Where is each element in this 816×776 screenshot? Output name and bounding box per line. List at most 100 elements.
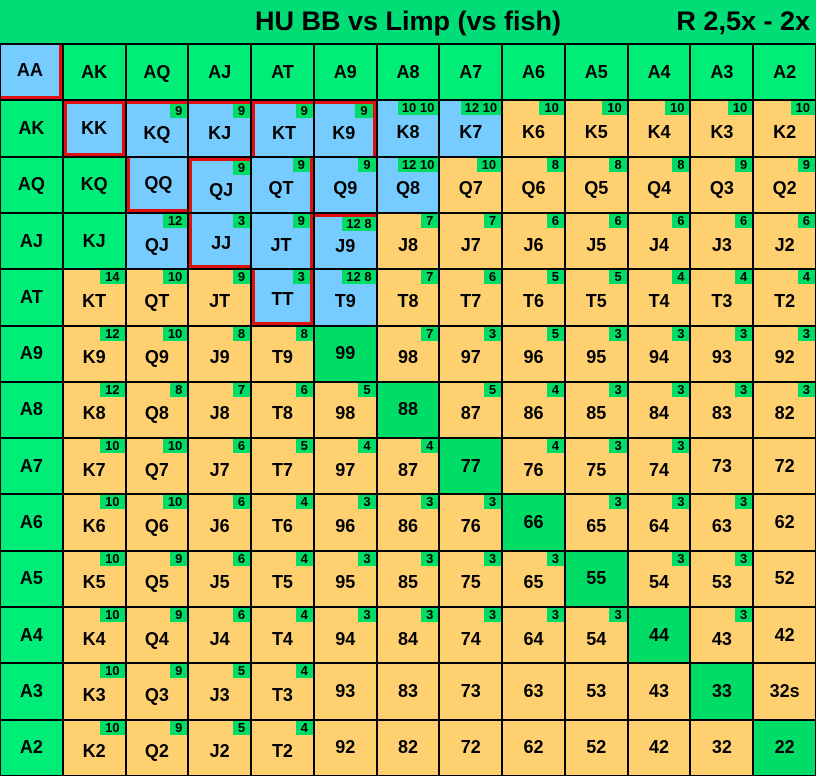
- combo-count-badge: 9: [797, 157, 815, 172]
- hand-cell-66: 66: [503, 495, 564, 550]
- hand-cell-65: 65 3: [565, 495, 627, 550]
- hand-cell-64: 64 3: [628, 495, 690, 550]
- hand-label: 75: [586, 459, 607, 480]
- hand-label: 94: [335, 628, 356, 649]
- hand-cell-99: 99: [314, 326, 376, 381]
- hand-label: KK: [81, 117, 108, 138]
- hand-cell-k8: K8 10 10: [377, 101, 439, 156]
- hand-cell-k4: K4 10: [628, 101, 690, 156]
- hand-label: A5: [584, 61, 608, 82]
- combo-count-badge: 12: [100, 382, 125, 397]
- combo-count-badge: 9: [292, 157, 310, 172]
- hand-label: K4: [647, 121, 671, 142]
- hand-cell-85: 85 3: [377, 551, 439, 607]
- hand-cell-32s: 32s: [754, 664, 815, 719]
- hand-label: 92: [335, 737, 356, 758]
- hand-label: K5: [82, 572, 106, 593]
- combo-count-badge: 5: [546, 270, 564, 285]
- hand-label: 83: [397, 681, 418, 702]
- hand-cell-t4: T4 4: [628, 270, 690, 325]
- hand-cell-k9: K9 9: [314, 101, 376, 156]
- hand-label: T7: [271, 459, 293, 480]
- combo-count-badge: 8: [609, 157, 627, 172]
- hand-label: 55: [586, 568, 607, 589]
- hand-cell-54: 54 3: [565, 608, 627, 663]
- combo-count-badge: 10: [664, 101, 690, 116]
- hand-cell-aj: AJ: [1, 213, 62, 269]
- hand-cell-73: 73: [440, 664, 502, 719]
- combo-count-badge: 4: [295, 495, 313, 510]
- hand-cell-j7: J7 7: [440, 213, 502, 269]
- combo-count-badge: 4: [546, 382, 564, 397]
- hand-cell-k6: K6 10: [503, 101, 564, 156]
- hand-cell-53: 53: [565, 664, 627, 719]
- hand-cell-52: 52: [565, 720, 627, 775]
- hand-label: Q9: [333, 178, 358, 199]
- hand-label: QQ: [144, 172, 173, 193]
- hand-label: T6: [271, 516, 293, 537]
- hand-label: 95: [335, 572, 356, 593]
- hand-cell-q8: Q8 12 10: [377, 157, 439, 212]
- combo-count-badge: 9: [292, 213, 310, 228]
- hand-label: J5: [586, 234, 607, 255]
- combo-count-badge: 4: [295, 664, 313, 679]
- hand-cell-a4: A4: [1, 608, 62, 663]
- hand-label: KQ: [80, 174, 108, 195]
- hand-label: 42: [774, 624, 795, 645]
- combo-count-badge: 6: [232, 551, 251, 566]
- combo-count-badge: 3: [609, 382, 627, 397]
- hand-cell-53: 53 3: [691, 551, 753, 607]
- combo-count-badge: 10 10: [397, 101, 439, 116]
- combo-count-badge: 10: [162, 270, 188, 285]
- combo-count-badge: 9: [358, 157, 376, 172]
- hand-cell-a8: A8: [377, 45, 439, 100]
- combo-count-badge: 6: [734, 213, 753, 228]
- hand-cell-ak: AK: [63, 45, 125, 100]
- hand-label: 62: [774, 512, 795, 533]
- hand-label: Q7: [458, 178, 483, 199]
- hand-cell-63: 63 3: [691, 495, 753, 550]
- combo-count-badge: 10: [100, 664, 125, 679]
- hand-label: K7: [459, 121, 483, 142]
- hand-label: Q8: [144, 403, 169, 424]
- hand-cell-j9: J9 12 8: [314, 213, 376, 269]
- hand-label: K2: [82, 741, 106, 762]
- hand-cell-22: 22: [754, 720, 815, 775]
- combo-count-badge: 9: [295, 104, 313, 119]
- hand-label: T4: [648, 290, 670, 311]
- hand-label: QT: [144, 290, 170, 311]
- hand-label: A6: [522, 61, 546, 82]
- hand-label: J2: [209, 741, 230, 762]
- combo-count-badge: 3: [672, 382, 690, 397]
- combo-count-badge: 3: [232, 213, 251, 228]
- hand-cell-at: AT: [252, 45, 313, 100]
- hand-cell-t7: T7 6: [440, 270, 502, 325]
- hand-label: J2: [774, 234, 795, 255]
- hand-cell-q5: Q5 9: [126, 551, 188, 607]
- hand-label: 73: [460, 681, 481, 702]
- combo-count-badge: 8: [232, 326, 251, 341]
- hand-label: A2: [773, 61, 797, 82]
- hand-cell-qt: QT 9: [252, 157, 313, 212]
- hand-cell-74: 74 3: [440, 608, 502, 663]
- hand-cell-j5: J5 6: [565, 213, 627, 269]
- hand-label: 63: [711, 516, 732, 537]
- hand-label: AQ: [17, 174, 45, 195]
- hand-cell-ak: AK: [1, 101, 62, 156]
- hand-cell-86: 86 4: [503, 382, 564, 438]
- hand-cell-kq: KQ: [63, 157, 125, 212]
- hand-cell-k7: K7 10: [63, 439, 125, 494]
- combo-count-badge: 3: [483, 495, 502, 510]
- hand-label: K6: [82, 516, 106, 537]
- hand-label: 76: [523, 459, 544, 480]
- hand-grid: AA AK AQ AJ AT A9 A8 A7 A6 A5 A4 A3 A2 AK KK KQ 9 KJ 9 KT 9 K…: [0, 44, 816, 776]
- hand-label: Q4: [144, 628, 169, 649]
- hand-cell-jt: JT 9: [252, 213, 313, 269]
- hand-label: 72: [460, 737, 481, 758]
- combo-count-badge: 3: [292, 270, 310, 285]
- combo-count-badge: 4: [546, 439, 564, 454]
- hand-label: 85: [397, 572, 418, 593]
- hand-label: 72: [774, 455, 795, 476]
- hand-label: Q5: [144, 572, 169, 593]
